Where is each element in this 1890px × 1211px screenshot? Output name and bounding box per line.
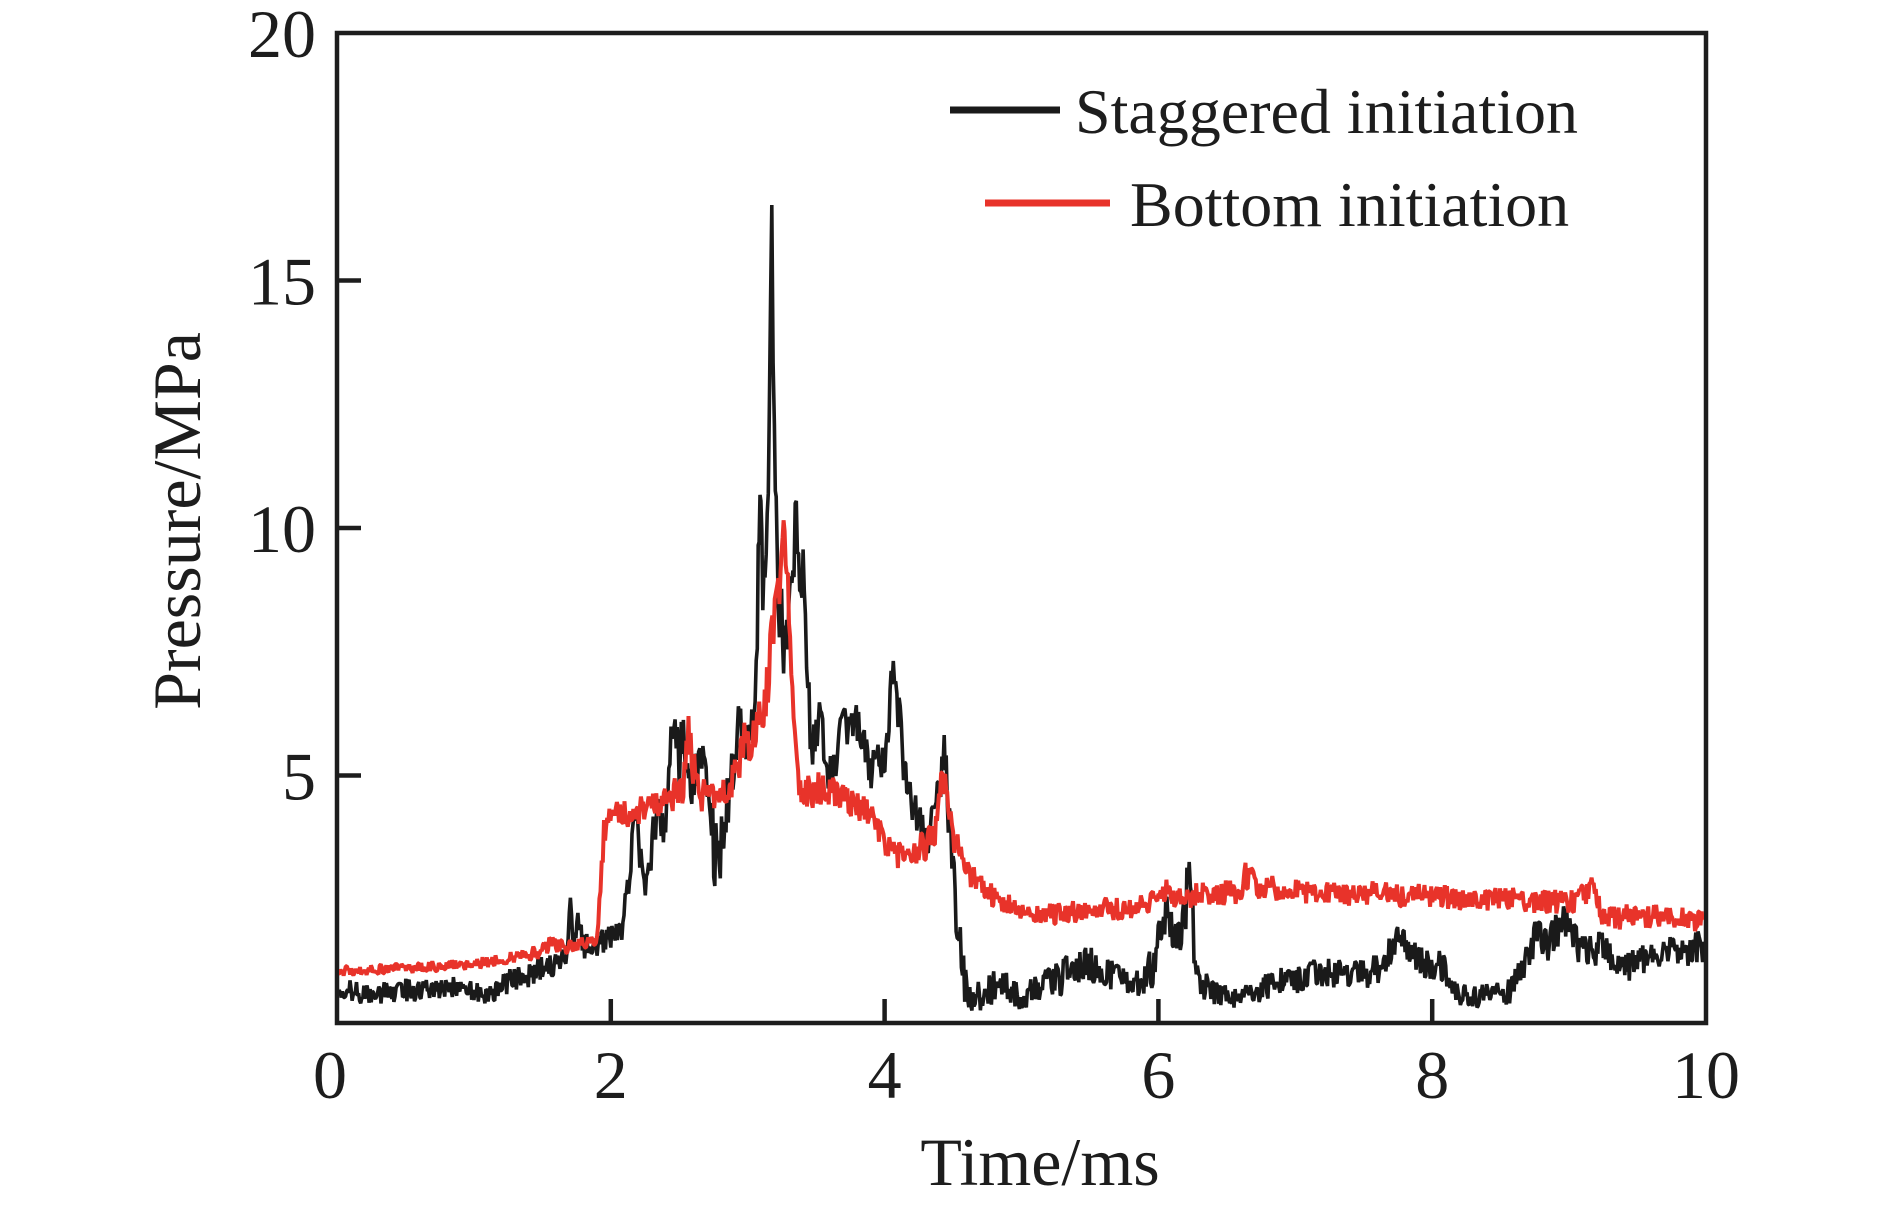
x-tick-8: 8 — [1415, 1037, 1449, 1113]
x-axis-title: Time/ms — [920, 1124, 1159, 1200]
x-axis-ticks — [608, 999, 1435, 1021]
x-tick-10: 10 — [1672, 1037, 1740, 1113]
y-tick-15: 15 — [248, 244, 316, 320]
legend: Staggered initiation Bottom initiation — [950, 76, 1578, 240]
x-tick-4: 4 — [868, 1037, 902, 1113]
x-axis-labels: 0 2 4 6 8 10 — [313, 1037, 1740, 1113]
y-tick-20: 20 — [248, 0, 316, 72]
plot-area — [339, 204, 1704, 1011]
y-tick-5: 5 — [282, 739, 316, 815]
y-axis-ticks — [339, 278, 361, 778]
legend-label-staggered: Staggered initiation — [1075, 76, 1578, 147]
series-staggered-initiation-line — [339, 204, 1704, 1011]
x-tick-6: 6 — [1141, 1037, 1175, 1113]
plot-frame — [334, 30, 1709, 1026]
x-tick-2: 2 — [594, 1037, 628, 1113]
legend-label-bottom: Bottom initiation — [1130, 169, 1569, 240]
x-tick-0: 0 — [313, 1037, 347, 1113]
y-axis-title: Pressure/MPa — [139, 332, 215, 710]
y-axis-labels: 20 15 10 5 — [248, 0, 316, 815]
series-bottom-initiation-line — [339, 520, 1704, 977]
y-tick-10: 10 — [248, 491, 316, 567]
